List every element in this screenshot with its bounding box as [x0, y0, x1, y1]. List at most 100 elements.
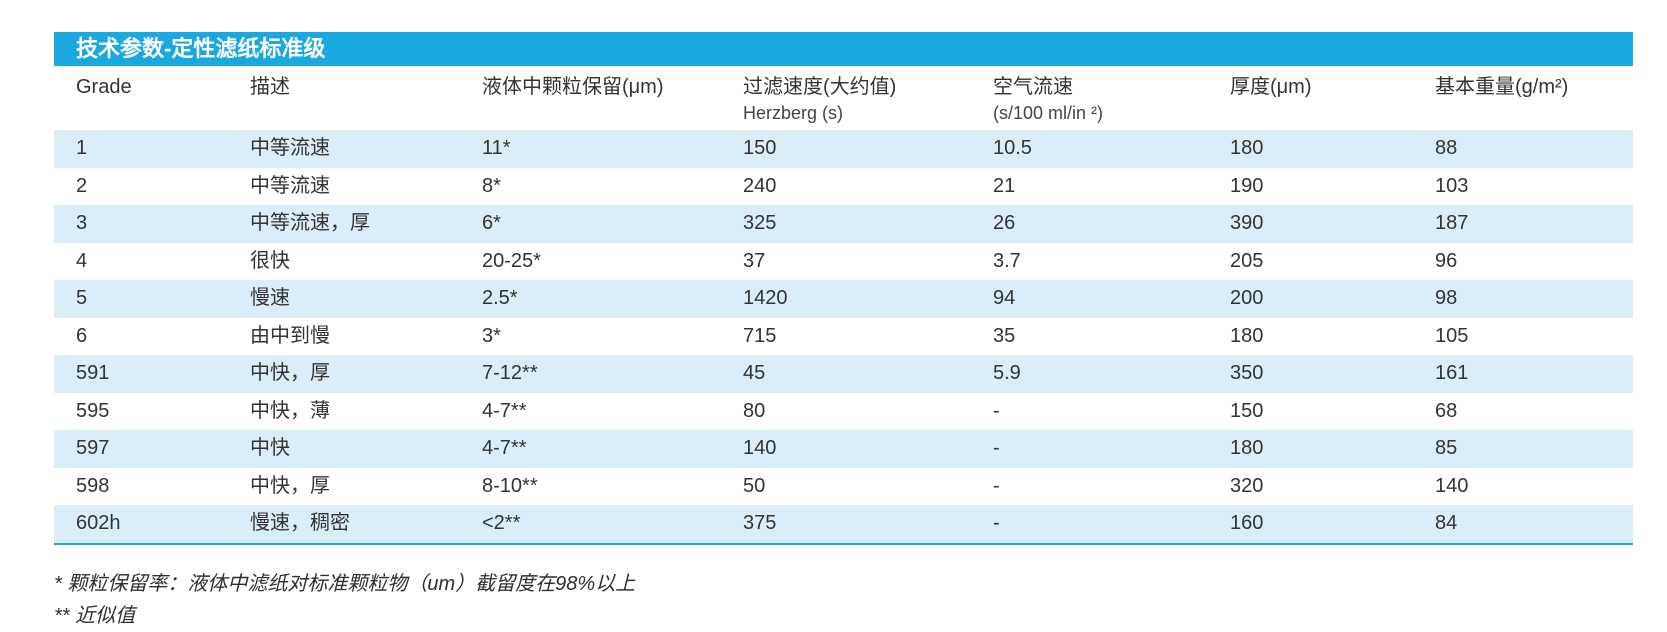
table-row: 595 中快，薄 4-7** 80 - 150 68: [54, 393, 1633, 431]
table-row: 602h 慢速，稠密 <2** 375 - 160 84: [54, 505, 1633, 545]
table-row: 591 中快，厚 7-12** 45 5.9 350 161: [54, 355, 1633, 393]
header-description: 描述: [250, 76, 290, 98]
footnotes: * 颗粒保留率：液体中滤纸对标准颗粒物（um）截留度在98%以上 ** 近似值: [54, 568, 635, 632]
cell-thickness: 390: [1208, 205, 1413, 243]
cell-weight: 187: [1413, 205, 1633, 243]
cell-grade: 595: [76, 399, 110, 422]
cell-retention: 11*: [460, 130, 721, 168]
cell-airflow: -: [971, 430, 1208, 468]
cell-retention: 8*: [482, 174, 501, 197]
cell-speed: 150: [721, 130, 971, 168]
cell-grade: 602h: [54, 505, 228, 545]
cell-speed: 140: [721, 430, 971, 468]
cell-grade: 1: [54, 130, 228, 168]
cell-description: 中快，厚: [228, 355, 460, 393]
cell-speed: 715: [743, 324, 777, 347]
cell-grade: 597: [54, 430, 228, 468]
cell-retention: 2.5*: [460, 280, 721, 318]
cell-grade: 598: [76, 474, 110, 497]
cell-weight: 140: [1435, 474, 1469, 497]
header-thickness: 厚度(μm): [1230, 76, 1312, 98]
cell-description: 中快，薄: [250, 399, 330, 422]
cell-thickness: 320: [1230, 474, 1264, 497]
cell-thickness: 350: [1208, 355, 1413, 393]
cell-grade: 5: [54, 280, 228, 318]
cell-weight: 103: [1435, 174, 1469, 197]
table-row: 2 中等流速 8* 240 21 190 103: [54, 168, 1633, 206]
cell-description: 中等流速: [250, 174, 330, 197]
cell-description: 由中到慢: [250, 324, 330, 347]
cell-airflow: 94: [971, 280, 1208, 318]
cell-weight: 96: [1435, 249, 1458, 272]
table-body: 1 中等流速 11* 150 10.5 180 88 2 中等流速 8* 240…: [54, 130, 1633, 545]
cell-weight: 98: [1413, 280, 1633, 318]
footnote-approx: ** 近似值: [54, 605, 136, 627]
cell-airflow: -: [993, 474, 1000, 497]
table-row: 1 中等流速 11* 150 10.5 180 88: [54, 130, 1633, 168]
cell-retention: 6*: [460, 205, 721, 243]
cell-thickness: 150: [1230, 399, 1264, 422]
cell-retention: 7-12**: [460, 355, 721, 393]
cell-weight: 161: [1413, 355, 1633, 393]
spec-table: Grade 描述 液体中颗粒保留(μm) 过滤速度(大约值) Herzberg (…: [54, 66, 1633, 545]
cell-grade: 591: [54, 355, 228, 393]
cell-description: 慢速: [228, 280, 460, 318]
cell-thickness: 200: [1208, 280, 1413, 318]
cell-speed: 37: [743, 249, 766, 272]
table-row: 598 中快，厚 8-10** 50 - 320 140: [54, 468, 1633, 506]
cell-retention: 3*: [482, 324, 501, 347]
cell-speed: 50: [743, 474, 766, 497]
cell-description: 中快，厚: [250, 474, 330, 497]
cell-airflow: 21: [993, 174, 1016, 197]
spec-table-section: 技术参数-定性滤纸标准级 Grade 描述 液体中颗粒保留(μm) 过滤速度(大…: [54, 32, 1633, 545]
cell-airflow: 5.9: [971, 355, 1208, 393]
cell-retention: 4-7**: [460, 430, 721, 468]
cell-speed: 325: [721, 205, 971, 243]
cell-description: 慢速，稠密: [228, 505, 460, 545]
header-particle-retention: 液体中颗粒保留(μm): [482, 76, 664, 98]
cell-airflow: 3.7: [993, 249, 1021, 272]
cell-speed: 80: [743, 399, 766, 422]
cell-airflow: 35: [993, 324, 1016, 347]
cell-speed: 240: [743, 174, 777, 197]
cell-retention: 4-7**: [482, 399, 527, 422]
cell-airflow: -: [971, 505, 1208, 545]
cell-speed: 45: [721, 355, 971, 393]
cell-description: 中等流速: [228, 130, 460, 168]
table-row: 4 很快 20-25* 37 3.7 205 96: [54, 243, 1633, 281]
table-row: 3 中等流速，厚 6* 325 26 390 187: [54, 205, 1633, 243]
cell-grade: 4: [76, 249, 88, 272]
cell-grade: 6: [76, 324, 88, 347]
cell-thickness: 205: [1230, 249, 1264, 272]
cell-weight: 88: [1413, 130, 1633, 168]
header-basis-weight: 基本重量(g/m²): [1435, 76, 1569, 98]
cell-thickness: 180: [1208, 430, 1413, 468]
cell-airflow: -: [993, 399, 1000, 422]
table-row: 5 慢速 2.5* 1420 94 200 98: [54, 280, 1633, 318]
header-filtration-speed: 过滤速度(大约值) Herzberg (s): [743, 76, 897, 123]
section-title: 技术参数-定性滤纸标准级: [54, 32, 1633, 66]
cell-weight: 68: [1435, 399, 1458, 422]
cell-speed: 375: [721, 505, 971, 545]
cell-airflow: 10.5: [971, 130, 1208, 168]
cell-thickness: 160: [1208, 505, 1413, 545]
table-header-row: Grade 描述 液体中颗粒保留(μm) 过滤速度(大约值) Herzberg (…: [54, 66, 1633, 130]
table-row: 597 中快 4-7** 140 - 180 85: [54, 430, 1633, 468]
cell-description: 很快: [250, 249, 290, 272]
cell-thickness: 190: [1230, 174, 1264, 197]
cell-airflow: 26: [971, 205, 1208, 243]
header-air-flow: 空气流速 (s/100 ml/in ²): [993, 76, 1104, 123]
cell-retention: 8-10**: [482, 474, 538, 497]
cell-grade: 2: [76, 174, 88, 197]
header-grade: Grade: [76, 76, 132, 98]
cell-speed: 1420: [721, 280, 971, 318]
cell-description: 中等流速，厚: [228, 205, 460, 243]
cell-thickness: 180: [1230, 324, 1264, 347]
table-row: 6 由中到慢 3* 715 35 180 105: [54, 318, 1633, 356]
cell-retention: <2**: [460, 505, 721, 545]
footnote-retention: * 颗粒保留率：液体中滤纸对标准颗粒物（um）截留度在98%以上: [54, 573, 636, 595]
cell-description: 中快: [228, 430, 460, 468]
cell-weight: 85: [1413, 430, 1633, 468]
cell-weight: 84: [1413, 505, 1633, 545]
cell-weight: 105: [1435, 324, 1469, 347]
